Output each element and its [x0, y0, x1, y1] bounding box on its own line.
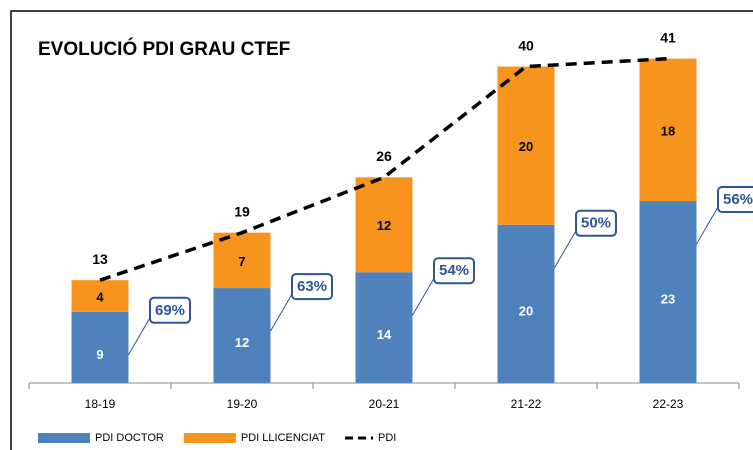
percentage-label: 63% [297, 278, 327, 295]
bar-segment [213, 232, 271, 289]
total-line [99, 56, 669, 282]
x-tick-label: 19-20 [227, 397, 258, 411]
callout-box [575, 209, 617, 237]
segment-label: 12 [235, 335, 249, 350]
percentage-label: 69% [155, 302, 185, 319]
x-tick-label: 22-23 [653, 397, 684, 411]
callout-connector [554, 230, 577, 269]
callout-box [717, 186, 753, 214]
total-label: 26 [376, 148, 392, 164]
bar-segment [71, 311, 129, 383]
callout-connector [412, 277, 435, 316]
total-label: 13 [92, 251, 108, 267]
callout-box [149, 296, 191, 324]
percentage-label: 50% [581, 215, 611, 232]
bar-segment [213, 288, 271, 383]
bar-segment [355, 272, 413, 383]
total-label: 41 [660, 29, 676, 45]
segment-label: 18 [661, 123, 675, 138]
bar-segment [639, 201, 697, 383]
legend-label: PDI DOCTOR [95, 432, 164, 444]
segment-label: 20 [519, 139, 533, 154]
bar-segment [355, 177, 413, 273]
legend-swatch [183, 433, 236, 443]
legend-label: PDI [378, 432, 396, 444]
callout-connector [270, 293, 293, 332]
x-tick-label: 18-19 [85, 397, 116, 411]
bar-segment [71, 280, 129, 312]
percentage-label: 56% [723, 191, 753, 208]
callout-box [433, 257, 475, 285]
callout-connector [696, 206, 719, 245]
bar-segment [497, 224, 555, 383]
segment-label: 7 [238, 254, 245, 269]
total-label: 19 [234, 203, 250, 219]
legend-label: PDI LLICENCIAT [241, 432, 325, 444]
callout-connector [128, 317, 151, 356]
segment-label: 20 [519, 303, 533, 318]
percentage-label: 54% [439, 262, 469, 279]
segment-label: 14 [377, 327, 392, 342]
x-tick-label: 20-21 [369, 397, 400, 411]
segment-label: 12 [377, 218, 391, 233]
chart-title: EVOLUCIÓ PDI GRAU CTEF [38, 38, 290, 60]
segment-label: 4 [96, 289, 104, 304]
total-label: 40 [518, 37, 534, 53]
x-tick-label: 21-22 [511, 397, 542, 411]
callout-box [291, 273, 333, 301]
bar-segment [497, 66, 555, 225]
bar-segment [639, 58, 697, 202]
segment-label: 23 [661, 291, 675, 306]
legend-swatch [38, 433, 90, 443]
segment-label: 9 [96, 347, 103, 362]
